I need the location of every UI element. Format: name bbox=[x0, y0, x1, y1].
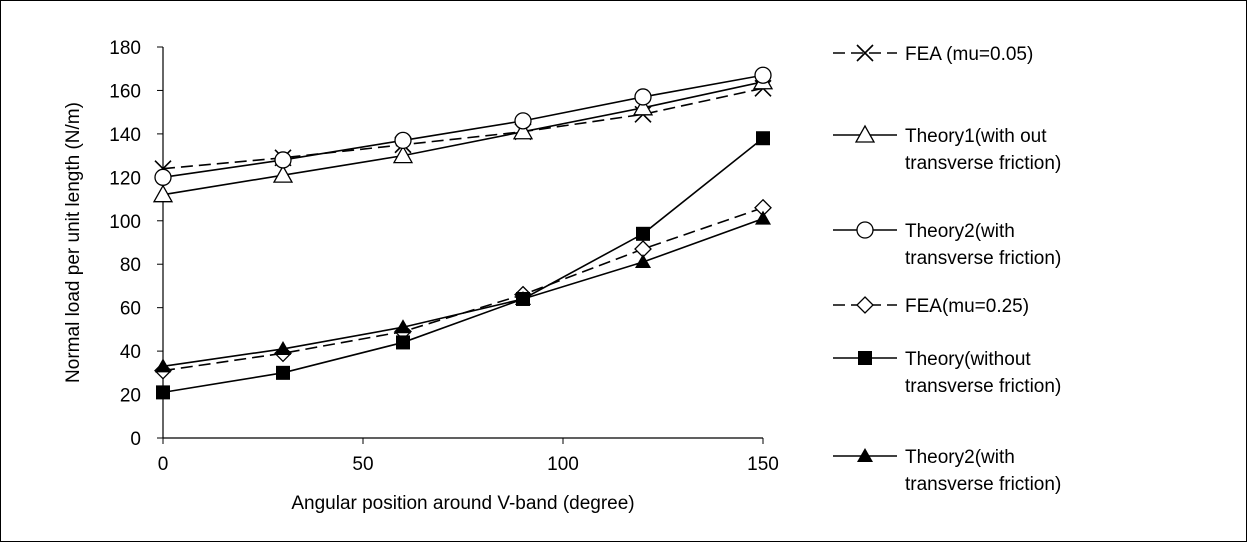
data-point-marker bbox=[856, 221, 874, 239]
data-point-marker bbox=[856, 296, 874, 314]
data-point-marker bbox=[275, 340, 291, 355]
data-point-marker bbox=[756, 131, 770, 146]
series-line bbox=[162, 74, 764, 179]
series-line bbox=[162, 80, 764, 196]
legend-entry: Theory2(with transverse friction) bbox=[833, 447, 1061, 495]
data-point-marker bbox=[395, 319, 411, 334]
legend-label: Theory2(with bbox=[905, 221, 1015, 242]
x-ticks: 0 50 100 150 bbox=[158, 438, 779, 475]
legend-entry: FEA (mu=0.05) bbox=[833, 44, 1033, 65]
data-point-marker bbox=[856, 44, 874, 62]
series-5 bbox=[156, 131, 770, 400]
y-axis-title: Normal load per unit length (N/m) bbox=[63, 102, 84, 383]
legend-entry: FEA(mu=0.25) bbox=[833, 296, 1029, 317]
series-line bbox=[162, 206, 764, 372]
data-point-marker bbox=[854, 124, 876, 143]
legend-label: transverse friction) bbox=[905, 248, 1061, 269]
data-point-marker bbox=[515, 290, 531, 305]
y-ticks: 0 20 40 60 80 100 120 140 160 180 bbox=[109, 38, 163, 450]
y-tick-label: 60 bbox=[120, 299, 141, 320]
x-tick-label: 50 bbox=[352, 454, 373, 475]
data-point-marker bbox=[394, 131, 412, 150]
y-tick-label: 20 bbox=[120, 386, 141, 407]
data-point-marker bbox=[755, 210, 771, 225]
series-3 bbox=[154, 66, 772, 186]
y-tick-label: 120 bbox=[109, 168, 141, 189]
series-line bbox=[162, 137, 764, 394]
y-tick-label: 140 bbox=[109, 125, 141, 146]
data-point-marker bbox=[514, 112, 532, 130]
data-point-marker bbox=[152, 184, 174, 203]
series-1 bbox=[154, 79, 772, 178]
series-4 bbox=[154, 198, 772, 380]
data-point-marker bbox=[754, 66, 772, 84]
y-tick-label: 100 bbox=[109, 212, 141, 233]
data-point-marker bbox=[512, 121, 534, 140]
data-point-marker bbox=[276, 365, 290, 380]
legend-entry: Theory(without transverse friction) bbox=[833, 349, 1061, 397]
data-point-marker bbox=[392, 145, 414, 164]
data-point-marker bbox=[156, 385, 170, 400]
data-point-marker bbox=[857, 448, 873, 462]
data-point-marker bbox=[858, 351, 872, 365]
legend-label: Theory(without bbox=[905, 349, 1031, 370]
legend-label: FEA(mu=0.25) bbox=[905, 296, 1029, 317]
axes bbox=[162, 47, 763, 439]
x-tick-label: 100 bbox=[547, 454, 579, 475]
series-6 bbox=[155, 210, 771, 373]
y-tick-label: 80 bbox=[120, 255, 141, 276]
data-point-marker bbox=[396, 335, 410, 350]
series-line bbox=[162, 87, 764, 170]
series-2 bbox=[152, 71, 774, 203]
y-tick-label: 0 bbox=[130, 429, 141, 450]
data-point-marker bbox=[635, 254, 651, 269]
y-tick-label: 180 bbox=[109, 38, 141, 59]
data-point-marker bbox=[154, 168, 172, 186]
data-point-marker bbox=[274, 151, 292, 169]
legend-label: transverse friction) bbox=[905, 474, 1061, 495]
legend-label: FEA (mu=0.05) bbox=[905, 44, 1033, 65]
data-point-marker bbox=[272, 164, 294, 183]
y-tick-label: 160 bbox=[109, 81, 141, 102]
legend-entry: Theory1(with out transverse friction) bbox=[833, 124, 1061, 174]
legend-label: transverse friction) bbox=[905, 376, 1061, 397]
series-line bbox=[162, 217, 764, 368]
x-tick-label: 150 bbox=[747, 454, 779, 475]
data-point-marker bbox=[155, 358, 171, 373]
legend-label: Theory2(with bbox=[905, 447, 1015, 468]
data-point-marker bbox=[634, 88, 652, 106]
data-point-marker bbox=[636, 226, 650, 241]
y-tick-label: 40 bbox=[120, 342, 141, 363]
data-point-marker bbox=[632, 97, 654, 116]
legend: FEA (mu=0.05) Theory1(with out transverse … bbox=[833, 44, 1061, 495]
legend-label: transverse friction) bbox=[905, 153, 1061, 174]
x-axis-title: Angular position around V-band (degree) bbox=[291, 493, 634, 514]
legend-entry: Theory2(with transverse friction) bbox=[833, 221, 1061, 269]
series-layer bbox=[152, 66, 774, 400]
x-tick-label: 0 bbox=[158, 454, 169, 475]
legend-label: Theory1(with out bbox=[905, 126, 1047, 147]
